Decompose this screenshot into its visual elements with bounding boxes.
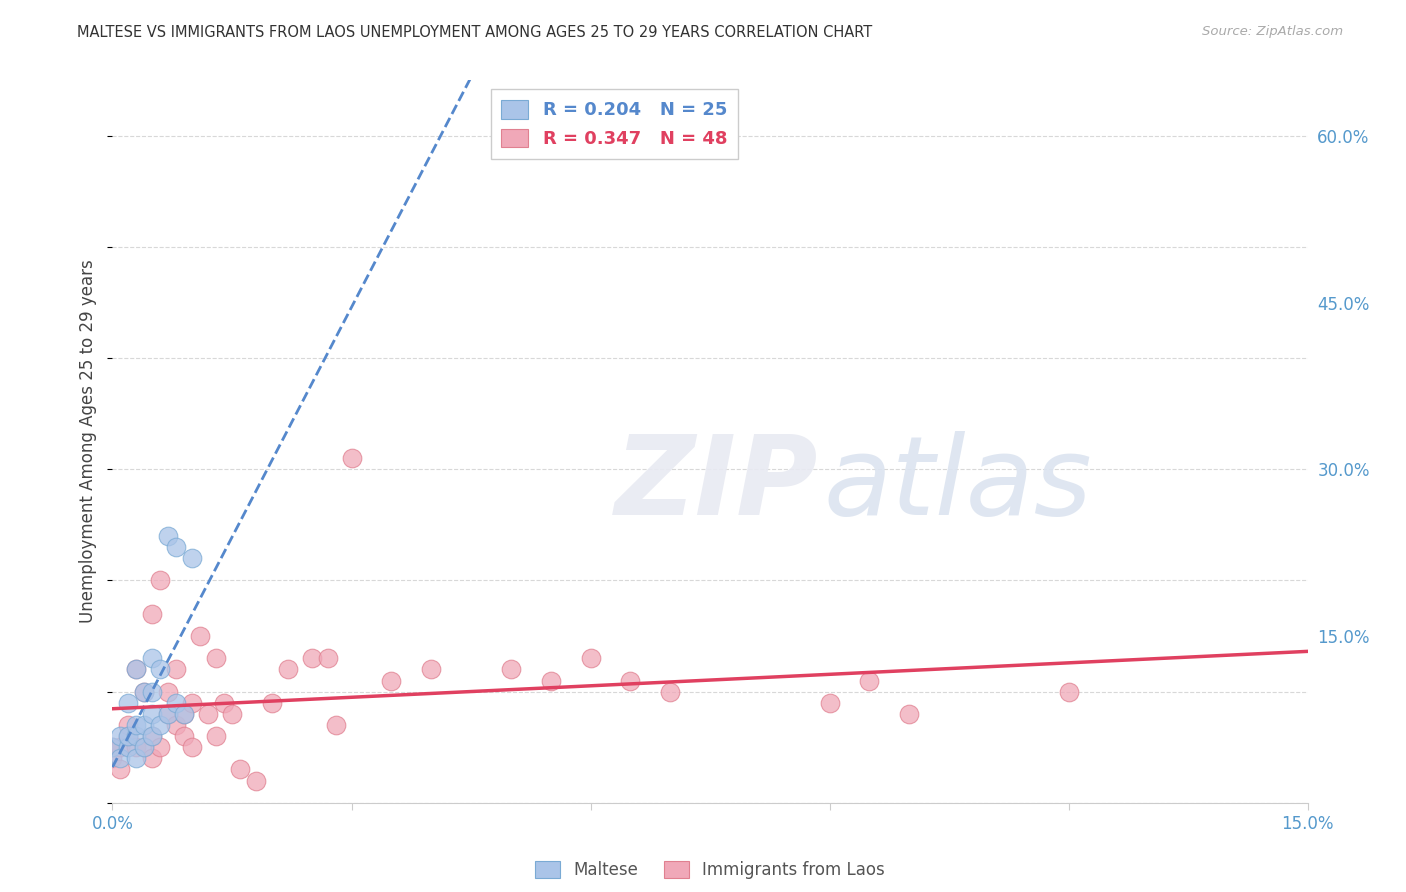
Point [149, 718, 172, 732]
Text: atlas: atlas [824, 432, 1092, 539]
Point [141, 729, 163, 743]
Point [260, 696, 283, 710]
Point [101, 751, 124, 765]
Text: MALTESE VS IMMIGRANTS FROM LAOS UNEMPLOYMENT AMONG AGES 25 TO 29 YEARS CORRELATI: MALTESE VS IMMIGRANTS FROM LAOS UNEMPLOY… [77, 25, 873, 40]
Point [149, 662, 172, 676]
Point [125, 751, 148, 765]
Point [818, 696, 841, 710]
Point [157, 684, 180, 698]
Point [619, 673, 641, 688]
Point [181, 740, 204, 755]
Point [165, 718, 187, 732]
Point [173, 729, 195, 743]
Point [125, 662, 148, 676]
Point [134, 718, 156, 732]
Y-axis label: Unemployment Among Ages 25 to 29 years: Unemployment Among Ages 25 to 29 years [79, 260, 97, 624]
Text: ZIP: ZIP [614, 432, 818, 539]
Point [181, 696, 204, 710]
Point [125, 740, 148, 755]
Point [141, 607, 163, 621]
Point [125, 718, 148, 732]
Point [134, 684, 156, 698]
Point [277, 662, 299, 676]
Point [898, 706, 921, 721]
Point [134, 684, 156, 698]
Point [173, 706, 195, 721]
Point [659, 684, 682, 698]
Point [245, 773, 267, 788]
Point [205, 651, 228, 665]
Point [197, 706, 219, 721]
Point [110, 740, 132, 755]
Point [181, 551, 204, 566]
Point [1057, 684, 1080, 698]
Point [110, 751, 132, 765]
Text: Source: ZipAtlas.com: Source: ZipAtlas.com [1202, 25, 1343, 38]
Point [325, 718, 347, 732]
Point [101, 740, 124, 755]
Point [205, 729, 228, 743]
Point [157, 529, 180, 543]
Point [858, 673, 880, 688]
Point [165, 662, 187, 676]
Point [499, 662, 522, 676]
Point [141, 651, 163, 665]
Point [110, 729, 132, 743]
Point [316, 651, 339, 665]
Point [134, 740, 156, 755]
Point [125, 729, 148, 743]
Point [188, 629, 211, 643]
Point [117, 740, 139, 755]
Point [101, 740, 124, 755]
Legend: Maltese, Immigrants from Laos: Maltese, Immigrants from Laos [529, 855, 891, 886]
Point [149, 574, 172, 588]
Point [221, 706, 243, 721]
Point [157, 706, 180, 721]
Point [301, 651, 323, 665]
Point [110, 763, 132, 777]
Point [165, 696, 187, 710]
Point [380, 673, 402, 688]
Point [141, 751, 163, 765]
Point [125, 662, 148, 676]
Point [117, 729, 139, 743]
Point [212, 696, 235, 710]
Point [117, 729, 139, 743]
Point [141, 706, 163, 721]
Point [340, 451, 363, 466]
Point [540, 673, 562, 688]
Point [157, 706, 180, 721]
Point [117, 696, 139, 710]
Point [117, 718, 139, 732]
Point [134, 740, 156, 755]
Point [165, 540, 187, 554]
Point [229, 763, 252, 777]
Point [173, 706, 195, 721]
Point [420, 662, 443, 676]
Point [141, 684, 163, 698]
Point [141, 729, 163, 743]
Point [579, 651, 602, 665]
Point [149, 740, 172, 755]
